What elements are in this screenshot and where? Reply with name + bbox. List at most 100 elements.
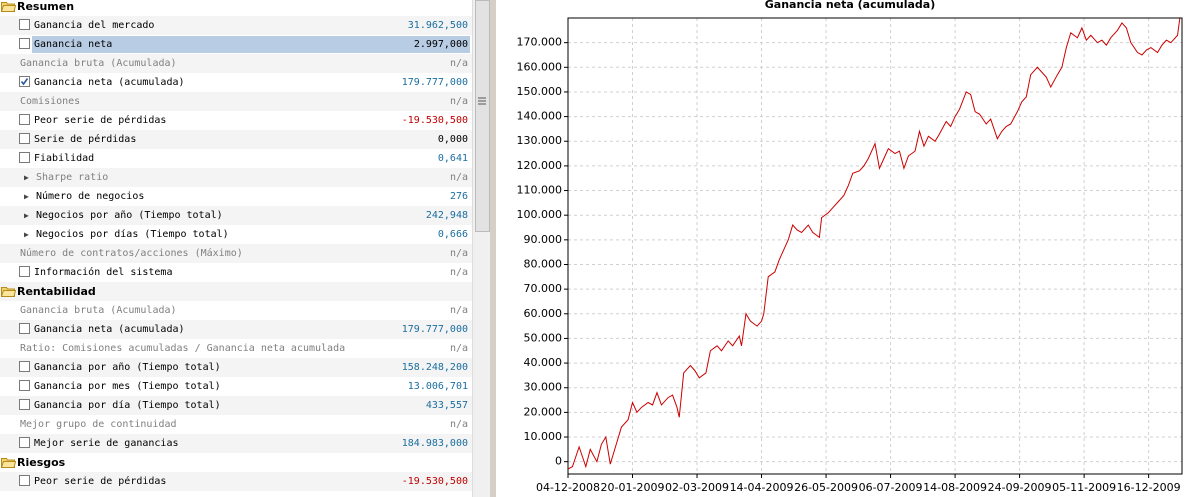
row-label: Ganancia neta (acumulada) [34, 77, 185, 88]
row-label: Serie de pérdidas [34, 134, 137, 145]
table-row: Ganancia bruta (Acumulada) n/a [0, 54, 472, 73]
row-value: 31.962,500 [407, 20, 468, 31]
y-tick-label: 70.000 [524, 282, 563, 295]
expand-arrow[interactable]: ▶ [24, 192, 29, 201]
row-label: Número de negocios [36, 191, 145, 202]
checkbox[interactable] [19, 380, 30, 391]
table-row: Ratio: Comisiones acumuladas / Ganancia … [0, 339, 472, 358]
row-label: Ganancia bruta (Acumulada) [20, 58, 177, 69]
table-row: ▶ Número de negocios 276 [0, 187, 472, 206]
table-row: Ganancia por mes (Tiempo total) 13.006,70… [0, 377, 472, 396]
y-tick-label: 60.000 [524, 307, 563, 320]
row-value: 179.777,000 [401, 324, 468, 335]
row-value: 0,666 [437, 229, 468, 240]
row-value: 13.006,701 [407, 381, 468, 392]
y-tick-label: 80.000 [524, 257, 563, 270]
section-row[interactable]: Riesgos [0, 453, 472, 472]
section-title: Riesgos [17, 456, 66, 469]
checkbox[interactable] [19, 19, 30, 30]
x-tick-label: 24-09-2009 [988, 481, 1052, 494]
row-value: n/a [449, 96, 468, 107]
expand-arrow[interactable]: ▶ [24, 173, 29, 182]
y-tick-label: 160.000 [517, 60, 563, 73]
row-label: Negocios por año (Tiempo total) [36, 210, 223, 221]
checkbox[interactable] [19, 323, 30, 334]
y-tick-label: 50.000 [524, 331, 563, 344]
y-tick-label: 10.000 [524, 430, 563, 443]
table-row: Fiabilidad 0,641 [0, 149, 472, 168]
table-row: Ganancia neta (acumulada) 179.777,000 [0, 73, 472, 92]
checkbox[interactable] [19, 361, 30, 372]
section-title: Rentabilidad [17, 285, 96, 298]
table-row: Ganancia neta (acumulada) 179.777,000 [0, 320, 472, 339]
y-tick-label: 120.000 [517, 159, 563, 172]
row-value: n/a [449, 172, 468, 183]
y-tick-label: 40.000 [524, 356, 563, 369]
row-value: 242,948 [425, 210, 468, 221]
checkbox[interactable] [19, 152, 30, 163]
row-value: n/a [449, 419, 468, 430]
row-value: 0,641 [437, 153, 468, 164]
section-title: Resumen [17, 0, 75, 13]
checkbox[interactable] [19, 133, 30, 144]
x-tick-label: 06-07-2009 [859, 481, 923, 494]
row-label: Ganancia por mes (Tiempo total) [34, 381, 221, 392]
checkbox[interactable] [19, 266, 30, 277]
expand-arrow[interactable]: ▶ [24, 211, 29, 220]
y-tick-label: 30.000 [524, 381, 563, 394]
folder-icon [1, 287, 16, 297]
row-label: Comisiones [20, 96, 81, 107]
checkbox[interactable] [19, 38, 30, 49]
row-value: 0,000 [437, 134, 468, 145]
row-value: 433,557 [425, 400, 468, 411]
row-label: Mejor serie de ganancias [34, 438, 179, 449]
plot-frame [567, 17, 1183, 475]
scrollbar[interactable] [472, 0, 491, 497]
row-label: Negocios por días (Tiempo total) [36, 229, 229, 240]
row-label: Ganancia del mercado [34, 20, 155, 31]
row-value: 276 [449, 191, 468, 202]
row-label: Sharpe ratio [36, 172, 109, 183]
y-tick-label: 130.000 [517, 134, 563, 147]
checkbox[interactable] [19, 475, 30, 486]
scroll-thumb[interactable] [475, 0, 490, 232]
x-tick-label: 26-05-2009 [794, 481, 858, 494]
y-tick-label: 20.000 [524, 405, 563, 418]
table-row: Ganancia por año (Tiempo total) 158.248,2… [0, 358, 472, 377]
table-row: ▶ Negocios por año (Tiempo total) 242,948 [0, 206, 472, 225]
row-label: Número de contratos/acciones (Máximo) [20, 248, 243, 259]
y-tick-label: 170.000 [517, 36, 563, 49]
row-value: 184.983,000 [401, 438, 468, 449]
table-row: Serie de pérdidas 0,000 [0, 130, 472, 149]
x-tick-label: 16-12-2009 [1117, 481, 1181, 494]
expand-arrow[interactable]: ▶ [24, 230, 29, 239]
x-tick-label: 20-01-2009 [601, 481, 665, 494]
row-label: Ganancia neta [34, 39, 113, 50]
splitter[interactable] [490, 0, 496, 497]
row-value: 2.997,000 [413, 39, 468, 50]
row-label: Ganancia por día (Tiempo total) [34, 400, 221, 411]
section-row[interactable]: Rentabilidad [0, 282, 472, 301]
row-value: n/a [449, 343, 468, 354]
checkbox[interactable] [19, 76, 30, 87]
y-tick-label: 140.000 [517, 110, 563, 123]
row-value: n/a [449, 58, 468, 69]
x-tick-label: 05-11-2009 [1052, 481, 1116, 494]
checkbox[interactable] [19, 114, 30, 125]
row-label: Peor serie de pérdidas [34, 115, 167, 126]
checkbox[interactable] [19, 437, 30, 448]
row-label: Ratio: Comisiones acumuladas / Ganancia … [20, 343, 346, 354]
chart: Ganancia neta (acumulada) 0 10.000 20.000 3… [517, 0, 1183, 494]
row-value: 179.777,000 [401, 77, 468, 88]
row-label: Ganancia neta (acumulada) [34, 324, 185, 335]
table-row: ▶ Sharpe ratio n/a [0, 168, 472, 187]
y-tick-label: 110.000 [517, 184, 563, 197]
stats-panel: Resumen Ganancia del mercado 31.962,500 Gan… [0, 0, 472, 497]
y-tick-label: 150.000 [517, 85, 563, 98]
section-row[interactable]: Resumen [0, 0, 472, 16]
data-line [567, 18, 1181, 470]
row-label: Mejor grupo de continuidad [20, 419, 177, 430]
y-tick-label: 90.000 [524, 233, 563, 246]
checkbox[interactable] [19, 399, 30, 410]
x-tick-label: 14-08-2009 [923, 481, 987, 494]
